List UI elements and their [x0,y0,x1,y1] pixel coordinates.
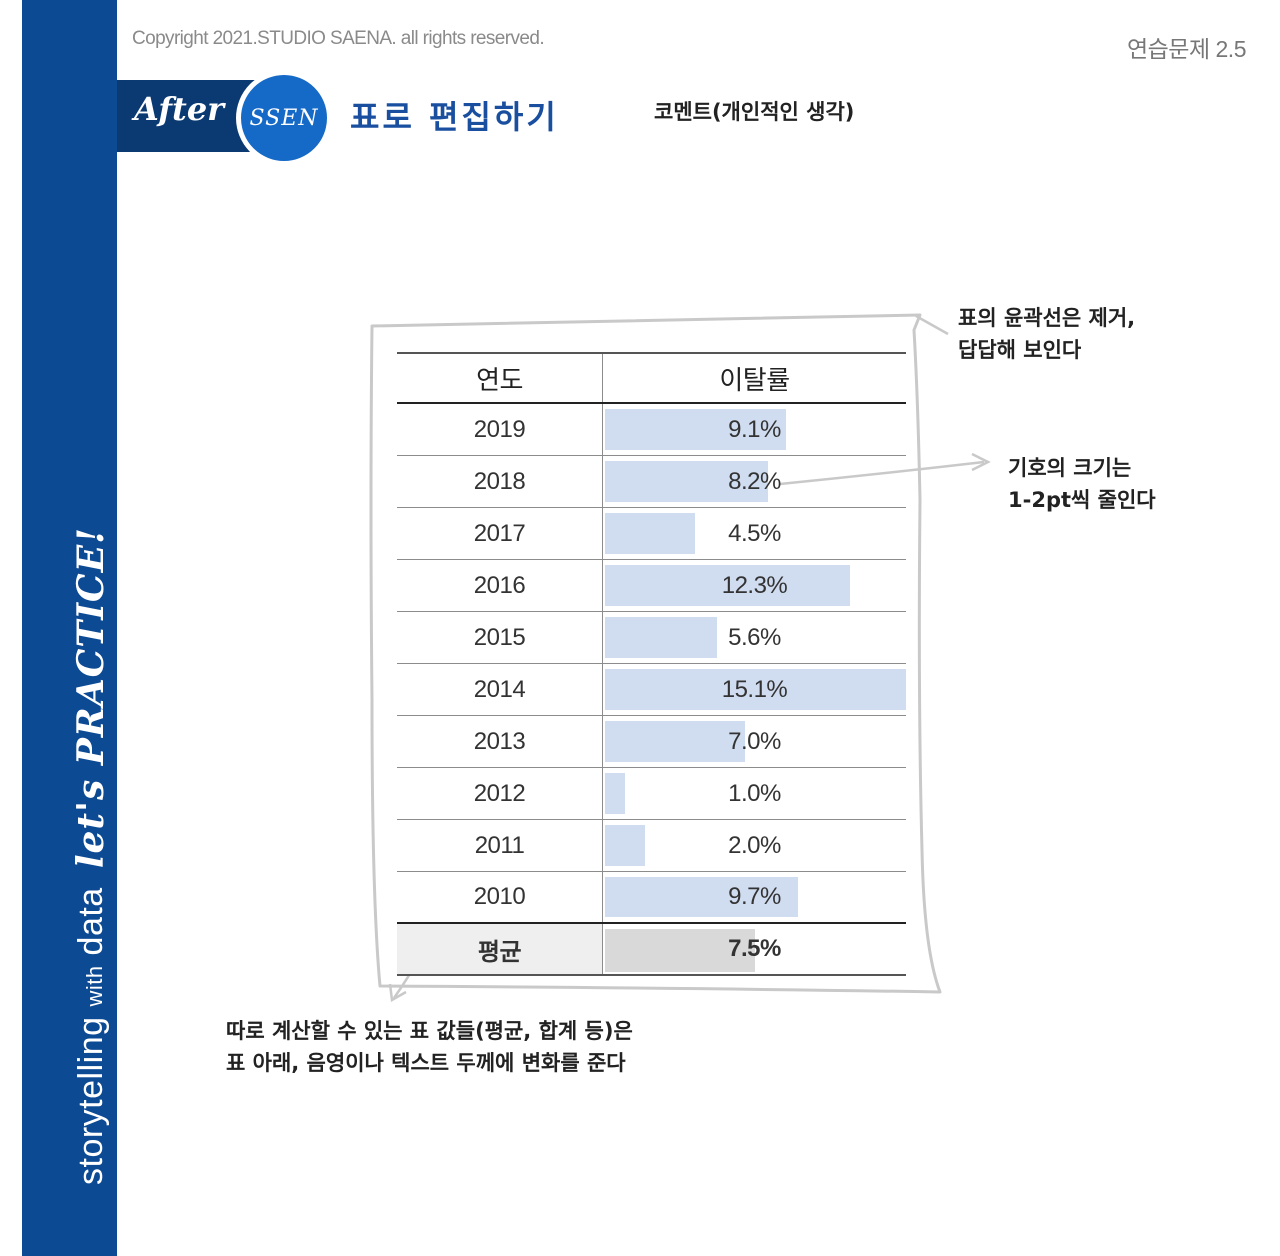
rate-cell: 9.7% [603,872,906,922]
rate-cell: 2.0% [603,820,906,871]
rate-bar [605,877,799,917]
note-average-line-2: 표 아래, 음영이나 텍스트 두께에 변화를 준다 [226,1051,626,1075]
rate-value: 9.1% [728,415,781,443]
note-symbol-line-1: 기호의 크기는 [1008,456,1132,480]
after-label: After [134,90,225,128]
rate-bar [605,773,625,814]
copyright-text: Copyright 2021.STUDIO SAENA. all rights … [132,28,545,49]
average-value: 7.5% [728,935,781,962]
rate-bar [605,565,851,606]
year-cell: 2011 [397,820,603,871]
rate-value: 5.6% [728,623,781,651]
rate-bar [605,721,745,762]
header-year: 연도 [397,354,603,402]
rate-bar [605,513,695,554]
rate-value: 15.1% [721,675,788,703]
table-row: 2012 1.0% [397,768,906,820]
year-cell: 2017 [397,508,603,559]
note-outline-line-2: 답답해 보인다 [958,338,1082,362]
table-row: 2015 5.6% [397,612,906,664]
table-row: 2018 8.2% [397,456,906,508]
exercise-label: 연습문제 2.5 [1126,36,1247,62]
year-cell: 2019 [397,404,603,455]
table-row: 2013 7.0% [397,716,906,768]
table-row: 2019 9.1% [397,404,906,456]
year-cell: 2018 [397,456,603,507]
brand-storytelling-with-data: storytelling with data [72,887,111,1185]
year-cell: 2013 [397,716,603,767]
table-row: 2014 15.1% [397,664,906,716]
rate-cell: 15.1% [603,664,906,715]
table-header-row: 연도 이탈률 [397,352,906,404]
year-cell: 2016 [397,560,603,611]
table-row: 2010 9.7% [397,872,906,924]
arrow-avg-head [388,983,407,1003]
year-cell: 2015 [397,612,603,663]
rate-cell: 1.0% [603,768,906,819]
note-average: 따로 계산할 수 있는 표 값들(평균, 합계 등)은 표 아래, 음영이나 텍… [226,1015,633,1079]
rate-cell: 5.6% [603,612,906,663]
brand-with: with [81,965,107,1007]
rate-value: 12.3% [721,571,788,599]
note-outline-line-1: 표의 윤곽선은 제거, [958,306,1136,330]
rate-bar [605,409,787,450]
side-branding: storytelling with data let's PRACTICE! [70,527,112,1185]
average-label: 평균 [397,924,603,974]
rate-bar [605,461,769,502]
rate-cell: 9.1% [603,404,906,455]
rate-value: 9.7% [728,883,781,910]
brand-storytelling: storytelling [71,1016,110,1185]
note-outline: 표의 윤곽선은 제거, 답답해 보인다 [958,302,1135,366]
rate-cell: 12.3% [603,560,906,611]
ssen-label: SSEN [249,105,319,131]
side-band [22,0,117,1256]
rate-value: 1.0% [728,779,781,807]
ssen-badge: SSEN [236,70,332,166]
lets-practice-text: let's PRACTICE! [70,527,112,869]
rate-cell: 8.2% [603,456,906,507]
rate-value: 8.2% [728,467,781,495]
table-row: 2016 12.3% [397,560,906,612]
note-symbol-size: 기호의 크기는 1-2pt씩 줄인다 [1008,452,1156,516]
year-cell: 2012 [397,768,603,819]
arrow-symbol-head [971,452,991,472]
page-title: 표로 편집하기 [350,98,559,136]
brand-data: data [71,887,110,956]
table-row: 2011 2.0% [397,820,906,872]
rate-cell: 7.0% [603,716,906,767]
rate-bar [605,669,906,710]
note-symbol-line-2: 1-2pt씩 줄인다 [1008,488,1156,512]
rate-value: 2.0% [728,831,781,859]
rate-value: 7.0% [728,727,781,755]
year-cell: 2010 [397,872,603,922]
rate-bar [605,825,645,866]
table-row: 2017 4.5% [397,508,906,560]
churn-table: 연도 이탈률 2019 9.1% 2018 8.2% 2017 4.5% 2016 12.3%… [397,352,906,976]
frame-tail-line [915,314,949,336]
header-rate: 이탈률 [719,365,790,396]
rate-value: 4.5% [728,519,781,547]
note-average-line-1: 따로 계산할 수 있는 표 값들(평균, 합계 등)은 [226,1019,633,1043]
rate-cell: 4.5% [603,508,906,559]
average-bar [605,929,755,972]
year-cell: 2014 [397,664,603,715]
comment-heading: 코멘트(개인적인 생각) [654,100,855,124]
average-value-cell: 7.5% [603,924,906,974]
rate-bar [605,617,717,658]
table-body: 2019 9.1% 2018 8.2% 2017 4.5% 2016 12.3% 2015 5.6… [397,404,906,924]
table-row-average: 평균 7.5% [397,924,906,976]
